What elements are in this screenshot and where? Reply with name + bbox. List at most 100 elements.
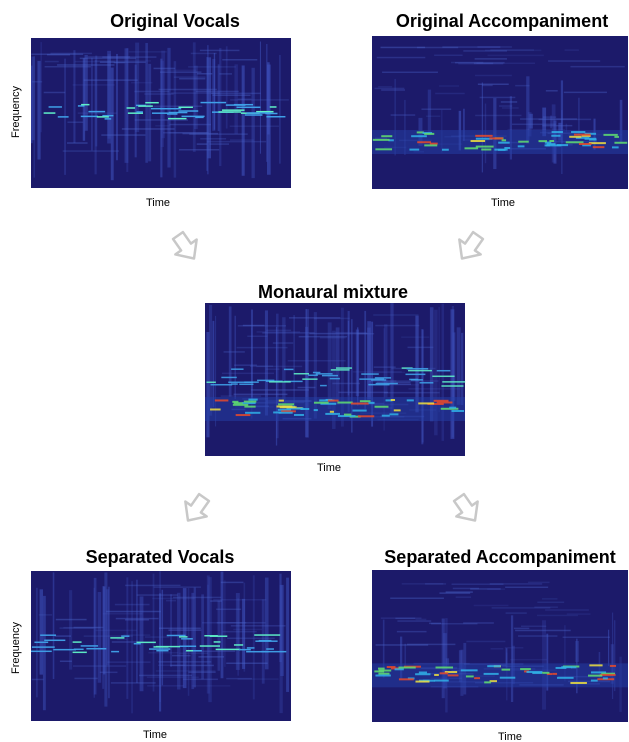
spectrogram-texture	[475, 75, 512, 77]
spectrogram-streak	[608, 630, 609, 666]
x-axis-label: Time	[317, 462, 341, 474]
spectrogram-texture	[266, 330, 291, 332]
accomp-harmonic	[411, 135, 427, 137]
spectrogram-streak	[235, 316, 236, 399]
spectrogram-texture	[397, 631, 427, 633]
spectrogram-texture	[198, 656, 224, 658]
vocal-harmonic	[206, 382, 215, 384]
vocal-harmonic	[255, 640, 277, 642]
vocal-harmonic	[270, 106, 277, 108]
spectrogram-texture	[439, 85, 459, 87]
spectrogram-texture	[221, 582, 244, 584]
spectrogram-texture	[73, 84, 115, 86]
spectrogram-texture	[172, 655, 191, 657]
spectrogram-streak	[348, 311, 350, 412]
vocal-harmonic	[266, 648, 274, 650]
accomp-harmonic	[273, 411, 281, 413]
spectrogram-texture	[222, 59, 257, 61]
accomp-harmonic	[373, 139, 390, 141]
vocal-harmonic	[336, 367, 352, 369]
spectrogram-texture	[512, 124, 556, 126]
spectrogram-texture	[122, 128, 175, 130]
accomp-harmonic	[448, 674, 459, 676]
spectrogram-texture	[474, 605, 509, 607]
vocal-harmonic	[179, 107, 193, 109]
spectrogram-texture	[158, 661, 211, 663]
accomp-harmonic	[314, 409, 318, 411]
vocal-harmonic	[156, 650, 168, 652]
spectrogram-texture	[256, 366, 302, 368]
spectrogram-texture	[289, 317, 340, 319]
spectrogram-texture	[234, 394, 288, 396]
vocal-harmonic	[81, 116, 98, 118]
spectrogram-texture	[395, 618, 415, 620]
spectrogram-texture	[101, 134, 145, 136]
spectrogram-texture	[102, 56, 156, 58]
spectrogram-streak	[357, 327, 358, 405]
vocal-harmonic	[179, 636, 188, 638]
accomp-harmonic	[539, 140, 547, 142]
accomp-harmonic	[391, 399, 395, 401]
spectrogram-streak	[98, 592, 101, 683]
vocal-harmonic	[49, 106, 62, 108]
vocal-harmonic	[316, 373, 333, 375]
accomp-harmonic	[215, 399, 228, 401]
spectrogram-texture	[106, 611, 161, 613]
accomp-harmonic	[399, 667, 416, 669]
vocal-harmonic	[200, 645, 220, 647]
vocal-harmonic	[195, 117, 203, 119]
spectrogram-texture	[154, 586, 201, 588]
spectrogram-streak	[69, 590, 72, 669]
vocal-harmonic	[121, 635, 129, 637]
accomp-harmonic	[494, 137, 503, 139]
spectrogram-texture	[338, 392, 388, 394]
spectrogram-streak	[280, 585, 284, 676]
accomp-harmonic	[451, 410, 464, 412]
accomp-harmonic	[579, 143, 592, 145]
vocal-harmonic	[136, 111, 142, 113]
spectrogram-streak	[91, 58, 92, 151]
accomp-harmonic	[244, 406, 255, 408]
spectrogram-texture	[213, 599, 266, 601]
accomp-harmonic	[374, 670, 384, 672]
vocal-harmonic	[226, 104, 246, 106]
spectrogram-texture	[446, 591, 473, 593]
spectrogram-texture	[59, 627, 93, 629]
spectrogram-texture	[499, 105, 512, 107]
accomp-harmonic	[344, 414, 351, 416]
vocal-harmonic	[58, 116, 69, 118]
accomp-harmonic	[465, 147, 479, 149]
spectrogram-texture	[73, 665, 126, 667]
vocal-harmonic	[160, 108, 181, 110]
figure: Original Vocals Original Accompaniment M…	[0, 0, 629, 742]
spectrogram-texture	[231, 625, 286, 627]
vocal-harmonic	[44, 112, 56, 114]
spectrogram-texture	[463, 50, 507, 52]
spectrogram-texture	[506, 612, 527, 614]
spectrogram-texture	[67, 142, 88, 144]
spectrogram	[31, 38, 291, 188]
x-axis-label: Time	[146, 197, 170, 209]
accomp-harmonic	[417, 141, 431, 143]
accomp-harmonic	[552, 673, 557, 675]
accomp-harmonic	[236, 414, 251, 416]
vocal-harmonic	[239, 384, 253, 386]
spectrogram-texture	[375, 88, 405, 90]
spectrogram-texture	[515, 85, 529, 87]
vocal-harmonic	[178, 110, 198, 112]
vocal-harmonic	[44, 640, 65, 642]
accomp-harmonic	[561, 666, 572, 668]
spectrogram-streak	[53, 572, 55, 679]
accomp-harmonic	[382, 415, 390, 417]
spectrogram-texture	[139, 675, 192, 677]
vocal-harmonic	[407, 368, 429, 370]
spectrogram-streak	[364, 311, 366, 409]
spectrogram-texture	[191, 53, 217, 55]
vocal-harmonic	[81, 645, 98, 647]
vocal-harmonic	[330, 378, 340, 380]
accomp-harmonic	[294, 414, 304, 416]
accomp-harmonic	[610, 665, 616, 667]
spectrogram-texture	[502, 107, 519, 109]
spectrogram-texture	[230, 125, 279, 127]
accomp-harmonic	[484, 681, 491, 683]
